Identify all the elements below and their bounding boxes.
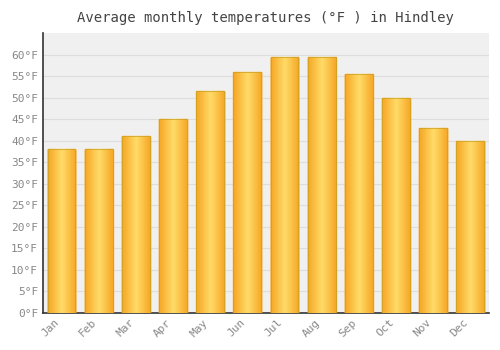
Bar	[308, 57, 336, 313]
Title: Average monthly temperatures (°F ) in Hindley: Average monthly temperatures (°F ) in Hi…	[78, 11, 454, 25]
Bar	[196, 91, 224, 313]
Bar	[159, 119, 187, 313]
Bar	[419, 128, 447, 313]
Bar	[270, 57, 298, 313]
Bar	[382, 98, 410, 313]
Bar	[456, 141, 484, 313]
Bar	[234, 72, 262, 313]
Bar	[85, 149, 112, 313]
Bar	[122, 136, 150, 313]
Bar	[48, 149, 76, 313]
Bar	[345, 74, 373, 313]
